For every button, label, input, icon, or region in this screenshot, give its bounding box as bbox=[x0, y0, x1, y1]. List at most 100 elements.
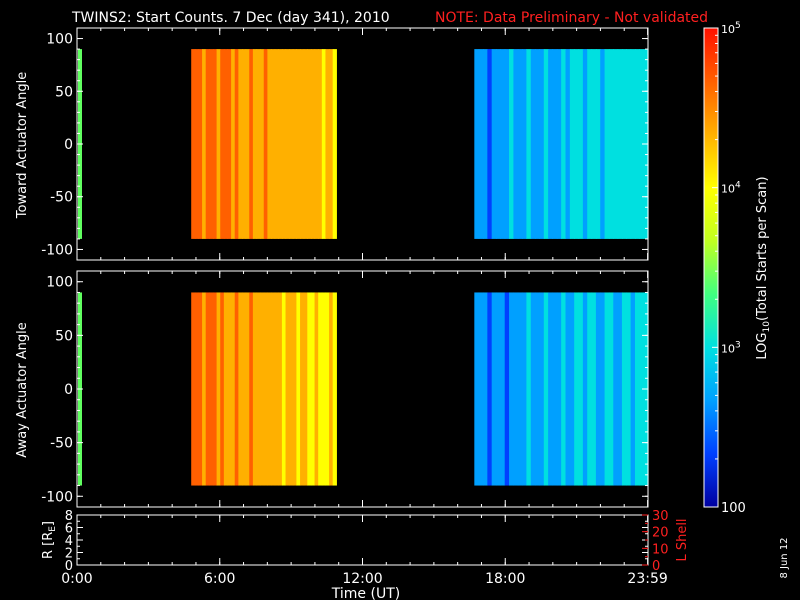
heatmap-cell bbox=[249, 292, 254, 486]
heatmap-cell bbox=[285, 292, 290, 486]
heatmap-cell bbox=[613, 292, 619, 486]
heatmap-cell bbox=[539, 49, 545, 239]
heatmap-cell bbox=[216, 292, 221, 486]
colorbar-tick-base: 10 bbox=[721, 23, 735, 36]
heatmap-cell bbox=[539, 292, 545, 486]
panel-1-ytick-label: 100 bbox=[46, 275, 73, 291]
preliminary-note: NOTE: Data Preliminary - Not validated bbox=[435, 10, 708, 26]
panel-2-ytick-label: 8 bbox=[65, 509, 73, 524]
heatmap-cell bbox=[300, 292, 305, 486]
heatmap-cell bbox=[630, 292, 636, 486]
panel-0-ytick-label: 100 bbox=[46, 32, 73, 48]
heatmap-cell bbox=[307, 49, 312, 239]
heatmap-cell bbox=[565, 49, 571, 239]
colorbar-tick-exp: 5 bbox=[735, 21, 741, 31]
heatmap-cell bbox=[526, 292, 532, 486]
heatmap-cell bbox=[263, 292, 268, 486]
date-stamp: 8 Jun 12 bbox=[779, 537, 790, 578]
heatmap-cell bbox=[530, 49, 536, 239]
heatmap-cell bbox=[245, 292, 250, 486]
heatmap-cell bbox=[608, 292, 614, 486]
heatmap-cell bbox=[634, 49, 640, 239]
heatmap-cell bbox=[513, 49, 519, 239]
heatmap-cell bbox=[263, 49, 268, 239]
heatmap-cell bbox=[530, 292, 536, 486]
heatmap-cell bbox=[604, 292, 610, 486]
heatmap-cell bbox=[252, 49, 258, 239]
time-xlabel: Time (UT) bbox=[331, 586, 400, 600]
time-xtick-label: 23:59 bbox=[627, 571, 667, 587]
heatmap-cell bbox=[314, 49, 319, 239]
heatmap-cell bbox=[238, 292, 243, 486]
heatmap-cell bbox=[314, 292, 319, 486]
heatmap-cell bbox=[517, 292, 523, 486]
heatmap-cell bbox=[271, 292, 276, 486]
heatmap-cell bbox=[231, 292, 236, 486]
heatmap-cell bbox=[267, 292, 272, 486]
heatmap-cell bbox=[526, 49, 532, 239]
away-ylabel: Away Actuator Angle bbox=[15, 322, 30, 457]
heatmap-cell bbox=[223, 292, 229, 486]
heatmap-cell bbox=[478, 49, 484, 239]
heatmap-cell bbox=[487, 49, 493, 239]
heatmap-cell bbox=[513, 292, 519, 486]
colorbar-tick-label: 103 bbox=[721, 340, 741, 355]
colorbar-tick-base: 100 bbox=[721, 501, 746, 516]
heatmap-cell bbox=[543, 49, 549, 239]
heatmap-cell bbox=[504, 292, 510, 486]
lshell-ytick-label: 20 bbox=[652, 526, 669, 541]
panel-2-ytick-label: 0 bbox=[65, 559, 73, 574]
time-xtick-label: 12:00 bbox=[342, 571, 382, 587]
heatmap-cell bbox=[310, 49, 316, 239]
heatmap-cell bbox=[205, 292, 210, 486]
heatmap-cell bbox=[548, 49, 554, 239]
heatmap-cell bbox=[321, 49, 327, 239]
toward-actuator-panel: 100 50 0 -50 -100 bbox=[41, 27, 649, 261]
heatmap-cell bbox=[325, 292, 330, 486]
heatmap-cell bbox=[220, 49, 225, 239]
heatmap-cell bbox=[582, 292, 588, 486]
heatmap-cell bbox=[522, 292, 528, 486]
heatmap-cell bbox=[278, 49, 283, 239]
heatmap-cell bbox=[517, 49, 523, 239]
heatmap-cell bbox=[595, 292, 601, 486]
heatmap-cell bbox=[194, 49, 200, 239]
heatmap-cell bbox=[278, 292, 283, 486]
heatmap-cell bbox=[630, 49, 636, 239]
heatmap-cell bbox=[587, 292, 593, 486]
colorbar-tick-exp: 3 bbox=[735, 340, 741, 350]
heatmap-cell bbox=[329, 49, 334, 239]
heatmap-cell bbox=[500, 49, 506, 239]
lshell-ytick-label: 0 bbox=[652, 559, 660, 574]
heatmap-cell bbox=[241, 292, 247, 486]
heatmap-cell bbox=[587, 49, 593, 239]
heatmap-cell bbox=[552, 292, 558, 486]
heatmap-cell bbox=[535, 49, 541, 239]
heatmap-cell bbox=[565, 292, 571, 486]
heatmap-cell bbox=[296, 49, 301, 239]
heatmap-cell bbox=[626, 49, 632, 239]
panel-2-ytick-label: 2 bbox=[65, 547, 73, 562]
heatmap-cell bbox=[474, 49, 480, 239]
colorbar-tick-base: 10 bbox=[721, 183, 735, 196]
panel-2-ytick-label: 6 bbox=[65, 522, 73, 537]
lshell-ytick-label: 30 bbox=[652, 509, 669, 524]
heatmap-cell bbox=[591, 292, 597, 486]
heatmap-cell bbox=[474, 292, 480, 486]
heatmap-cell bbox=[617, 49, 623, 239]
heatmap-cell bbox=[198, 292, 203, 486]
heatmap-cell bbox=[634, 292, 640, 486]
heatmap-cell bbox=[260, 292, 265, 486]
heatmap-cell bbox=[556, 49, 562, 239]
heatmap-cell bbox=[205, 49, 210, 239]
heatmap-cell bbox=[332, 49, 337, 239]
colorbar-tick-base: 10 bbox=[721, 342, 735, 355]
colorbar-tick-exp: 4 bbox=[735, 181, 741, 191]
panel-0-ytick-label: 50 bbox=[55, 84, 73, 100]
heatmap-cell bbox=[621, 292, 627, 486]
heatmap-cell bbox=[249, 49, 254, 239]
panel-1-ytick-label: 50 bbox=[55, 328, 73, 344]
heatmap-cell bbox=[483, 49, 488, 239]
